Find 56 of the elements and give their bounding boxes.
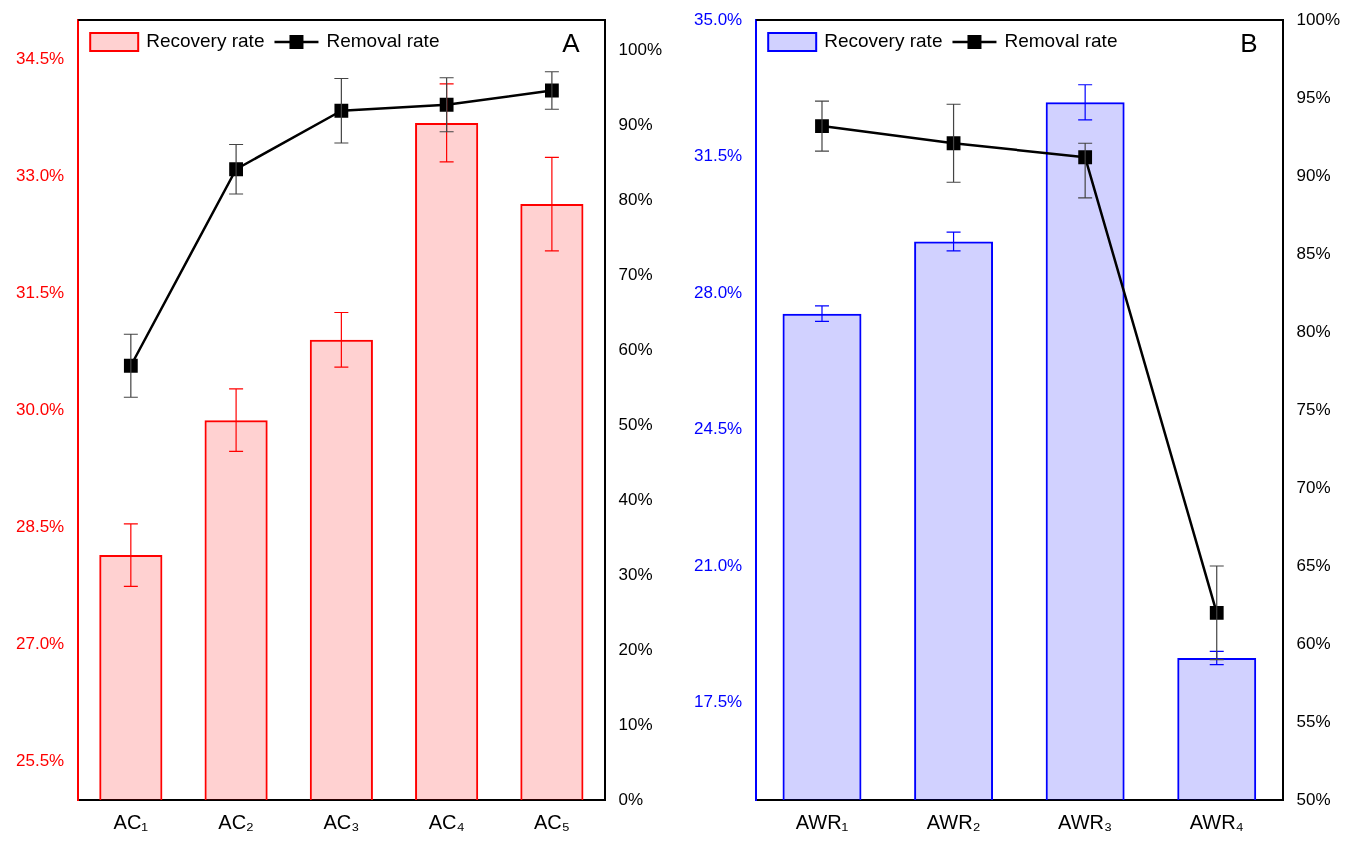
y2-tick-label: 60% <box>1296 633 1331 653</box>
x-tick-label: AWR₃ <box>1058 810 1113 833</box>
y-tick-label: 21.0% <box>694 555 743 575</box>
y2-tick-label: 0% <box>618 789 644 809</box>
x-tick-label: AWR₄ <box>1189 810 1244 833</box>
x-tick-label: AC₅ <box>533 810 570 833</box>
y2-tick-label: 10% <box>618 714 653 734</box>
x-tick-label: AC₂ <box>218 810 254 833</box>
annotation: A <box>562 28 581 59</box>
y2-tick-label: 100% <box>1296 9 1340 29</box>
y2-tick-label: 55% <box>1296 711 1331 731</box>
x-tick-label: AC₁ <box>113 810 149 833</box>
y-tick-label: 24.5% <box>694 419 743 439</box>
y-tick-label: 31.5% <box>694 146 743 166</box>
y2-tick-label: 50% <box>618 414 653 434</box>
y2-tick-label: 80% <box>1296 321 1331 341</box>
y2-tick-label: 80% <box>618 189 653 209</box>
y2-tick-label: 20% <box>618 639 653 659</box>
x-tick-label: AC₄ <box>428 810 465 833</box>
legend-label: Removal rate <box>326 30 440 52</box>
legend-label: Recovery rate <box>146 30 265 52</box>
x-tick-label: AWR₁ <box>795 810 849 833</box>
y-tick-label: 17.5% <box>694 692 743 712</box>
y2-tick-label: 95% <box>1296 87 1331 107</box>
point <box>946 136 961 151</box>
y-tick-label: 34.5% <box>16 48 65 68</box>
y-tick-label: 28.0% <box>694 282 743 302</box>
y2-tick-label: 65% <box>1296 555 1331 575</box>
y2-tick-label: 90% <box>618 114 653 134</box>
point <box>1078 150 1093 165</box>
point <box>334 103 349 118</box>
point <box>123 358 138 373</box>
y2-tick-label: 70% <box>1296 477 1331 497</box>
y2-tick-label: 70% <box>618 264 653 284</box>
y2-tick-label: 60% <box>618 339 653 359</box>
legend-label: Removal rate <box>1004 30 1118 52</box>
annotation: B <box>1240 28 1258 59</box>
y2-tick-label: 85% <box>1296 243 1331 263</box>
y2-tick-label: 50% <box>1296 789 1331 809</box>
y-tick-label: 28.5% <box>16 516 65 536</box>
y-tick-label: 33.0% <box>16 165 65 185</box>
y2-tick-label: 40% <box>618 489 653 509</box>
y2-tick-label: 90% <box>1296 165 1331 185</box>
y2-tick-label: 30% <box>618 564 653 584</box>
y-tick-label: 25.5% <box>16 750 65 770</box>
point <box>439 97 454 112</box>
y-tick-label: 30.0% <box>16 399 65 419</box>
y2-tick-label: 100% <box>618 39 662 59</box>
legend-label: Recovery rate <box>824 30 943 52</box>
y-tick-label: 27.0% <box>16 633 65 653</box>
point <box>1209 605 1224 620</box>
x-tick-label: AWR₂ <box>926 810 981 833</box>
y-tick-label: 31.5% <box>16 282 65 302</box>
x-tick-label: AC₃ <box>323 810 360 833</box>
y2-tick-label: 75% <box>1296 399 1331 419</box>
y-tick-label: 35.0% <box>694 9 743 29</box>
